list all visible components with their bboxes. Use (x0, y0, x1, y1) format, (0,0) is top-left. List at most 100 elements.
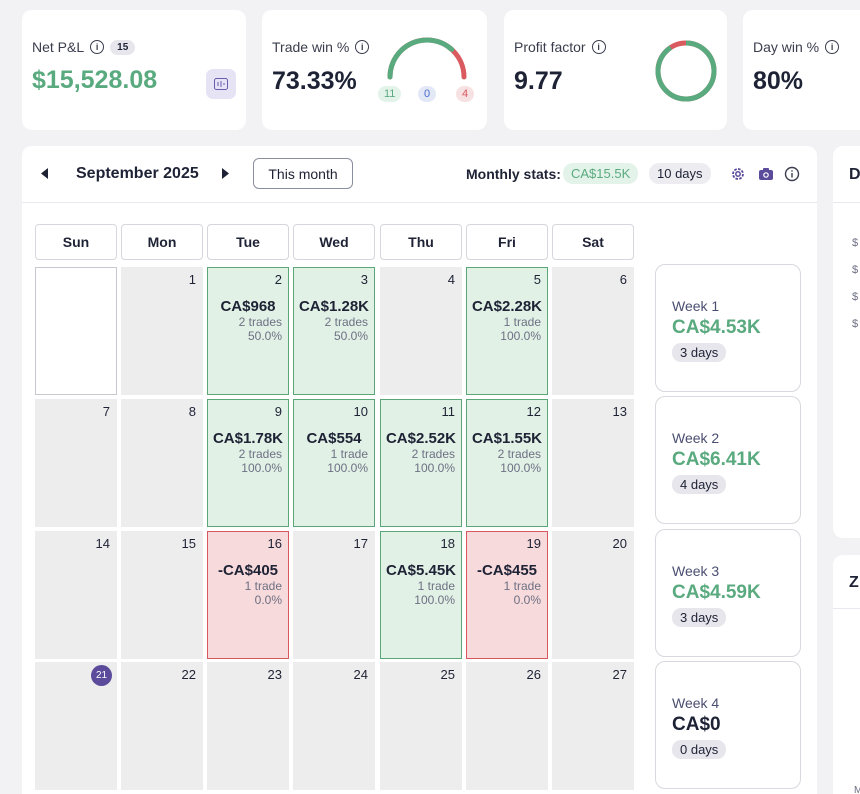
monthly-days-badge: 10 days (649, 163, 711, 184)
weekday-header-fri: Fri (466, 224, 548, 260)
calendar-day-cell[interactable]: 15 (121, 531, 203, 659)
day-win-card: Day win % i 80% (743, 10, 860, 130)
day-win-rate: 100.0% (241, 461, 282, 475)
week-days-badge: 3 days (672, 343, 727, 362)
day-number: 12 (526, 404, 541, 419)
donut-profit-arc (655, 40, 717, 102)
monthly-pnl-badge: CA$15.5K (563, 163, 639, 184)
info-icon[interactable]: i (825, 40, 840, 54)
calendar-day-cell[interactable]: 27 (552, 662, 634, 790)
calendar-day-cell[interactable]: 25 (380, 662, 462, 790)
calendar-day-cell[interactable]: 24 (293, 662, 375, 790)
net-pnl-label: Net P&L (32, 39, 85, 55)
info-icon[interactable]: i (355, 40, 370, 54)
day-trade-count: 1 trade (330, 447, 368, 461)
calendar-day-cell[interactable]: 18 CA$5.45K 1 trade 100.0% (380, 531, 462, 659)
week-days-badge: 0 days (672, 740, 727, 759)
loss-count-pill: 4 (456, 86, 475, 102)
calendar-day-cell[interactable]: 22 (121, 662, 203, 790)
calendar-day-cell[interactable]: 1 (121, 267, 203, 395)
side-axis-label: $ (852, 264, 859, 276)
day-trade-count: 2 trades (238, 315, 282, 329)
net-pnl-value: $15,528.08 (32, 66, 158, 94)
day-trade-count: 2 trades (324, 315, 368, 329)
week-days-badge: 4 days (672, 475, 727, 494)
day-trade-count: 2 trades (497, 447, 541, 461)
day-trade-count: 2 trades (411, 447, 455, 461)
calendar-day-cell[interactable]: 9 CA$1.78K 2 trades 100.0% (207, 399, 289, 527)
calendar-day-cell[interactable]: 5 CA$2.28K 1 trade 100.0% (466, 267, 548, 395)
week-pnl: CA$4.59K (672, 582, 761, 603)
day-trade-count: 1 trade (417, 579, 455, 593)
info-icon[interactable]: i (90, 40, 105, 54)
week-summary-card[interactable]: Week 2 CA$6.41K 4 days (655, 396, 801, 524)
day-number: 9 (274, 404, 282, 419)
calendar-day-cell[interactable]: 17 (293, 531, 375, 659)
trade-win-value: 73.33% (272, 67, 357, 95)
day-number: 14 (95, 536, 110, 551)
monthly-stats-label: Monthly stats: (466, 166, 561, 182)
day-trade-count: 1 trade (244, 579, 282, 593)
calendar-card: September 2025 This month Monthly stats:… (22, 146, 817, 794)
info-icon[interactable]: i (591, 40, 606, 54)
day-number: 17 (353, 536, 368, 551)
day-number: 16 (267, 536, 282, 551)
day-win-label-row: Day win % i (753, 39, 840, 55)
week-summary-card[interactable]: Week 1 CA$4.53K 3 days (655, 264, 801, 392)
net-pnl-label-row: Net P&L i 15 (32, 39, 136, 55)
calendar-day-cell[interactable]: 8 (121, 399, 203, 527)
day-win-value: 80% (753, 67, 804, 95)
calendar-day-cell[interactable]: 3 CA$1.28K 2 trades 50.0% (293, 267, 375, 395)
weekday-header-thu: Thu (380, 224, 462, 260)
day-pnl: CA$1.28K (298, 298, 370, 315)
calendar-day-cell[interactable] (35, 267, 117, 395)
day-pnl: CA$968 (220, 298, 276, 315)
win-count-pill: 11 (378, 86, 402, 102)
day-trade-count: 1 trade (503, 579, 541, 593)
calendar-day-cell[interactable]: 20 (552, 531, 634, 659)
calendar-day-cell[interactable]: 6 (552, 267, 634, 395)
day-number: 25 (440, 667, 455, 682)
day-pnl: CA$2.52K (385, 430, 457, 447)
side-panel-footer-text: M (854, 785, 860, 794)
trade-win-label: Trade win % (272, 39, 350, 55)
weekday-header-sun: Sun (35, 224, 117, 260)
calendar-day-cell[interactable]: 23 (207, 662, 289, 790)
calendar-day-cell[interactable]: 13 (552, 399, 634, 527)
calendar-day-cell[interactable]: 4 (380, 267, 462, 395)
day-number: 27 (612, 667, 627, 682)
neutral-count-pill: 0 (418, 86, 437, 102)
week-summary-card[interactable]: Week 3 CA$4.59K 3 days (655, 529, 801, 657)
day-pnl: CA$554 (306, 430, 362, 447)
day-number: 13 (612, 404, 627, 419)
calendar-day-cell[interactable]: 26 (466, 662, 548, 790)
settings-gear-icon[interactable] (730, 166, 746, 182)
week-name: Week 2 (672, 430, 720, 446)
week-summary-card[interactable]: Week 4 CA$0 0 days (655, 661, 801, 789)
day-number: 5 (533, 272, 541, 287)
calendar-day-cell[interactable]: 21 (35, 662, 117, 790)
day-number: 23 (267, 667, 282, 682)
this-month-button[interactable]: This month (253, 158, 353, 189)
day-win-rate: 100.0% (414, 593, 455, 607)
day-number: 22 (181, 667, 196, 682)
calendar-day-cell[interactable]: 14 (35, 531, 117, 659)
calendar-day-cell[interactable]: 7 (35, 399, 117, 527)
weekday-header-sat: Sat (552, 224, 634, 260)
info-icon[interactable] (784, 166, 800, 182)
calendar-day-cell[interactable]: 2 CA$968 2 trades 50.0% (207, 267, 289, 395)
calendar-day-cell[interactable]: 12 CA$1.55K 2 trades 100.0% (466, 399, 548, 527)
calendar-day-cell[interactable]: 19 -CA$455 1 trade 0.0% (466, 531, 548, 659)
day-number: 10 (353, 404, 368, 419)
day-pnl: CA$5.45K (385, 562, 457, 579)
net-pnl-chart-button[interactable] (206, 69, 236, 99)
profit-factor-label: Profit factor (514, 39, 586, 55)
calendar-day-cell[interactable]: 10 CA$554 1 trade 100.0% (293, 399, 375, 527)
calendar-day-cell[interactable]: 16 -CA$405 1 trade 0.0% (207, 531, 289, 659)
calendar-header: September 2025 This month Monthly stats:… (22, 146, 817, 203)
profit-factor-value: 9.77 (514, 67, 563, 95)
next-month-icon[interactable] (221, 168, 229, 179)
calendar-day-cell[interactable]: 11 CA$2.52K 2 trades 100.0% (380, 399, 462, 527)
camera-icon[interactable] (758, 166, 774, 182)
prev-month-icon[interactable] (41, 168, 49, 179)
